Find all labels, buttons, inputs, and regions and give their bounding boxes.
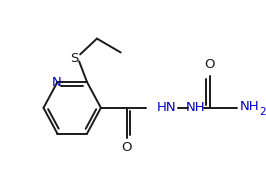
Text: O: O [205,58,215,71]
Text: N: N [52,76,61,89]
Text: O: O [121,141,132,154]
Text: HN: HN [156,101,176,114]
Text: NH: NH [239,100,259,113]
Text: NH: NH [186,101,206,114]
Text: S: S [70,52,78,65]
Text: 2: 2 [259,107,266,117]
